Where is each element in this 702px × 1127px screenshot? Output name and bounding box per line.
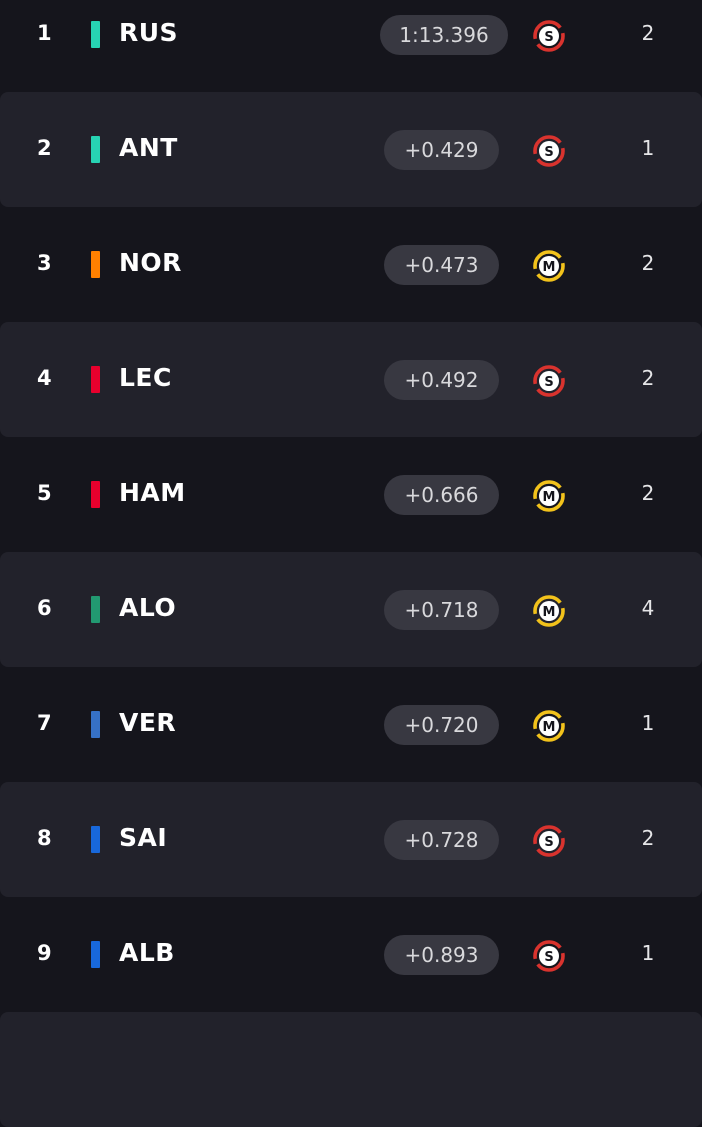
soft-tyre-icon: S [532,939,566,973]
svg-text:S: S [544,835,553,850]
driver-code: LEC [119,363,172,392]
gap-pill: +0.718 [384,590,499,630]
medium-tyre-icon: M [532,479,566,513]
position-number: 3 [37,251,52,275]
gap-pill: +0.893 [384,935,499,975]
tyre-laps: 4 [641,596,655,620]
team-color-bar [91,366,100,393]
soft-tyre-icon: S [532,134,566,168]
position-number: 6 [37,596,52,620]
team-color-bar [91,21,100,48]
tyre-laps: 1 [641,136,655,160]
driver-row[interactable]: 7 VER +0.720 M 1 [0,667,702,782]
svg-text:M: M [543,260,556,275]
driver-code: VER [119,708,177,737]
svg-text:M: M [543,720,556,735]
position-number: 4 [37,366,52,390]
driver-row[interactable]: 9 ALB +0.893 S 1 [0,897,702,1012]
gap-pill: +0.666 [384,475,499,515]
tyre-laps: 2 [641,366,655,390]
position-number: 7 [37,711,52,735]
driver-code: SAI [119,823,168,852]
tyre-laps: 2 [641,481,655,505]
position-number: 9 [37,941,52,965]
svg-text:M: M [543,490,556,505]
driver-row[interactable]: 5 HAM +0.666 M 2 [0,437,702,552]
driver-row[interactable]: 2 ANT +0.429 S 1 [0,92,702,207]
team-color-bar [91,481,100,508]
driver-code: NOR [119,248,182,277]
team-color-bar [91,826,100,853]
lap-time-pill: 1:13.396 [380,15,508,55]
driver-code: ALB [119,938,175,967]
position-number: 8 [37,826,52,850]
team-color-bar [91,596,100,623]
driver-code: HAM [119,478,186,507]
gap-pill: +0.492 [384,360,499,400]
tyre-laps: 1 [641,711,655,735]
gap-pill: +0.728 [384,820,499,860]
svg-text:S: S [544,375,553,390]
svg-text:S: S [544,30,553,45]
tyre-laps: 1 [641,941,655,965]
driver-row[interactable]: 4 LEC +0.492 S 2 [0,322,702,437]
driver-row-partial [0,1012,702,1127]
medium-tyre-icon: M [532,594,566,628]
team-color-bar [91,136,100,163]
medium-tyre-icon: M [532,709,566,743]
tyre-laps: 2 [641,251,655,275]
svg-text:S: S [544,950,553,965]
driver-row[interactable]: 8 SAI +0.728 S 2 [0,782,702,897]
driver-row[interactable]: 1 RUS 1:13.396 S 2 [0,0,702,92]
driver-code: ALO [119,593,177,622]
medium-tyre-icon: M [532,249,566,283]
team-color-bar [91,941,100,968]
tyre-laps: 2 [641,826,655,850]
driver-code: RUS [119,18,179,47]
tyre-laps: 2 [641,21,655,45]
position-number: 1 [37,21,52,45]
driver-code: ANT [119,133,178,162]
soft-tyre-icon: S [532,364,566,398]
driver-row[interactable]: 6 ALO +0.718 M 4 [0,552,702,667]
driver-row[interactable]: 3 NOR +0.473 M 2 [0,207,702,322]
team-color-bar [91,711,100,738]
position-number: 2 [37,136,52,160]
gap-pill: +0.720 [384,705,499,745]
position-number: 5 [37,481,52,505]
svg-text:S: S [544,145,553,160]
soft-tyre-icon: S [532,19,566,53]
soft-tyre-icon: S [532,824,566,858]
gap-pill: +0.473 [384,245,499,285]
team-color-bar [91,251,100,278]
svg-text:M: M [543,605,556,620]
gap-pill: +0.429 [384,130,499,170]
